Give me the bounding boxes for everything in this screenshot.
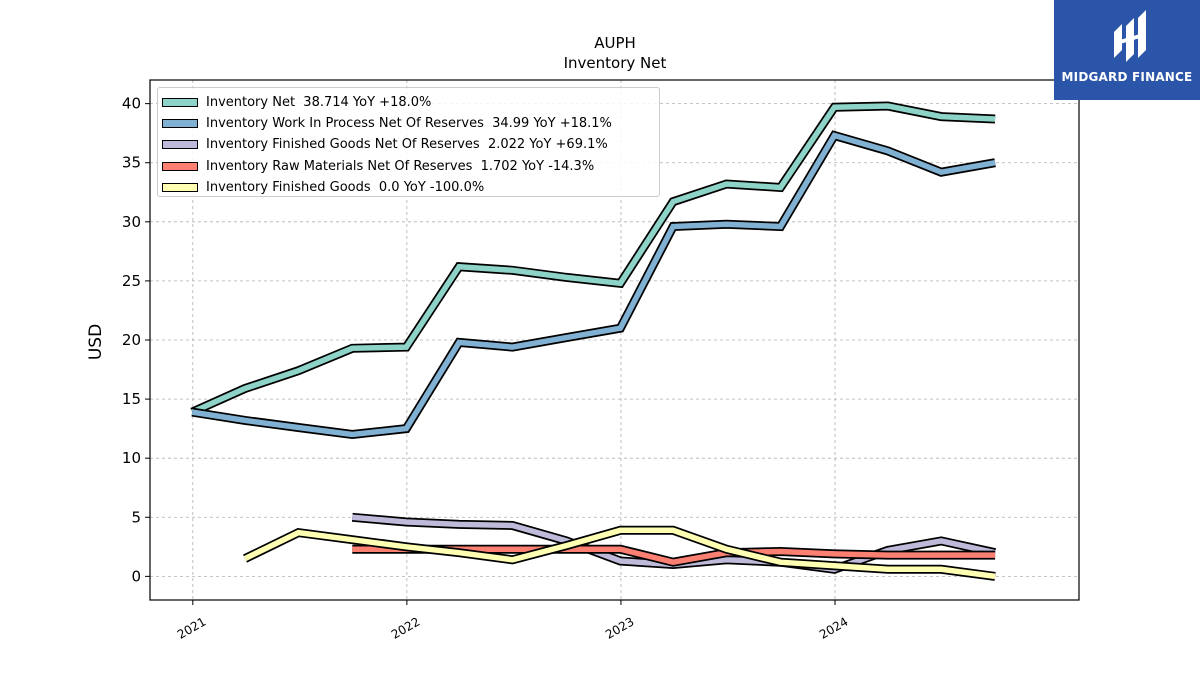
series-line-1 [191, 132, 996, 438]
x-tick-label: 2024 [817, 614, 850, 641]
y-tick-label: 25 [122, 272, 141, 290]
y-tick-label: 5 [131, 508, 141, 526]
y-tick-label: 35 [122, 154, 141, 172]
y-tick-label: 15 [122, 390, 141, 408]
legend-item: Inventory Net 38.714 YoY +18.0% [158, 92, 659, 113]
logo-text: MIDGARD FINANCE [1061, 70, 1193, 84]
legend-swatch [162, 161, 198, 171]
y-tick-label: 20 [122, 331, 141, 349]
legend-swatch [162, 140, 198, 150]
chart-subtitle: Inventory Net [564, 54, 667, 72]
x-axis-ticks: 2021 2022 2023 2024 [175, 600, 851, 642]
midgard-finance-logo: MIDGARD FINANCE [1054, 0, 1200, 100]
legend-swatch [162, 119, 198, 129]
x-tick-label: 2023 [603, 614, 636, 641]
y-tick-label: 40 [122, 95, 141, 113]
legend-item: Inventory Finished Goods 0.0 YoY -100.0% [158, 177, 659, 198]
y-tick-label: 0 [131, 567, 141, 585]
y-tick-label: 10 [122, 449, 141, 467]
chart-title: AUPH [594, 34, 636, 52]
x-tick-label: 2022 [389, 614, 422, 641]
legend-item: Inventory Work In Process Net Of Reserve… [158, 113, 659, 134]
series-lines [190, 101, 997, 581]
legend-swatch [162, 182, 198, 192]
y-axis-ticks: 0 5 10 15 20 25 30 35 40 [122, 95, 150, 585]
legend-label: Inventory Work In Process Net Of Reserve… [206, 116, 612, 132]
legend-label: Inventory Finished Goods Net Of Reserves… [206, 137, 608, 153]
series-line-0 [191, 103, 996, 415]
legend-item: Inventory Finished Goods Net Of Reserves… [158, 134, 659, 155]
legend-item: Inventory Raw Materials Net Of Reserves … [158, 156, 659, 177]
y-axis-label: USD [86, 324, 106, 360]
legend-label: Inventory Raw Materials Net Of Reserves … [206, 158, 595, 174]
legend: Inventory Net 38.714 YoY +18.0% Inventory… [157, 87, 660, 197]
legend-label: Inventory Net 38.714 YoY +18.0% [206, 95, 432, 111]
legend-label: Inventory Finished Goods 0.0 YoY -100.0% [206, 179, 485, 195]
series-line-4 [243, 527, 996, 580]
logo-mark-icon [1114, 10, 1146, 62]
legend-swatch [162, 98, 198, 108]
x-tick-label: 2021 [175, 614, 208, 641]
y-tick-label: 30 [122, 213, 141, 231]
